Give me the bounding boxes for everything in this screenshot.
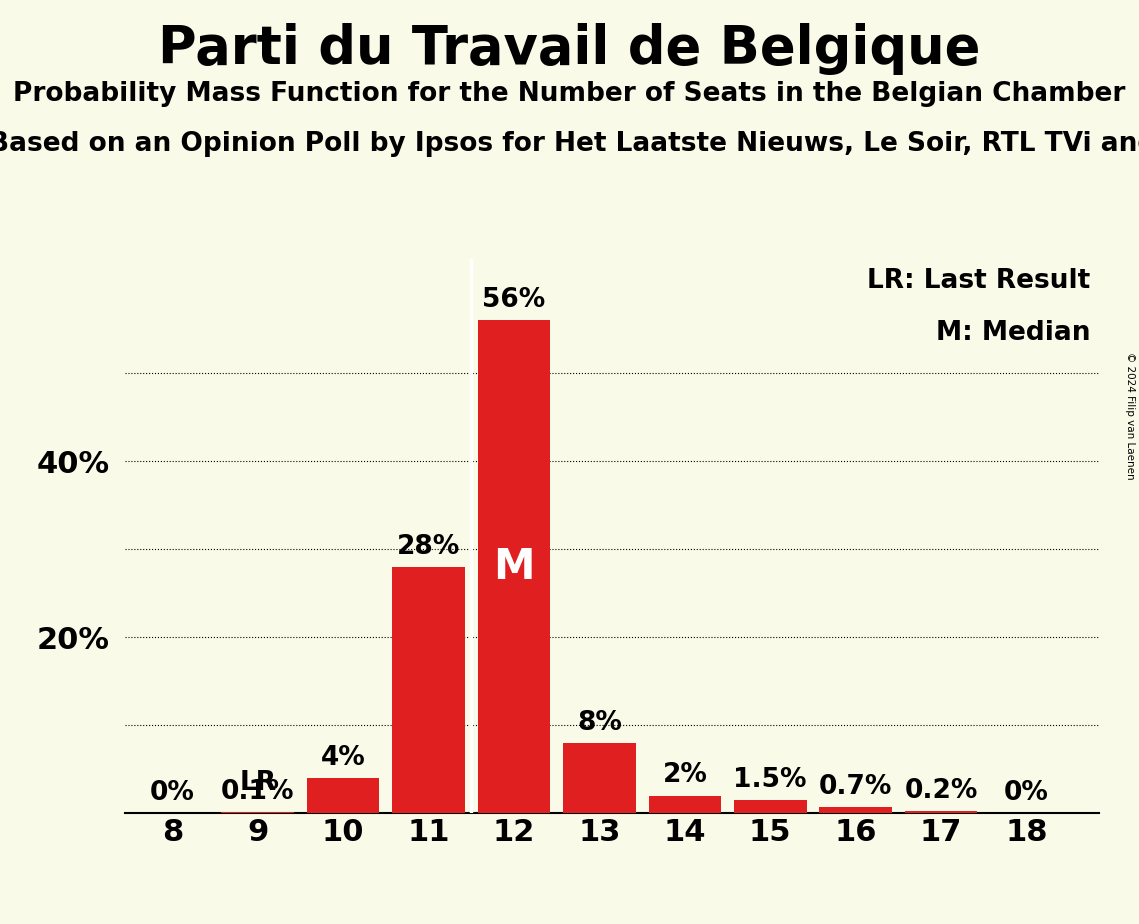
Text: 28%: 28% <box>396 534 460 560</box>
Text: 0.7%: 0.7% <box>819 774 892 800</box>
Text: Based on an Opinion Poll by Ipsos for Het Laatste Nieuws, Le Soir, RTL TVi and V: Based on an Opinion Poll by Ipsos for He… <box>0 131 1139 157</box>
Text: 1.5%: 1.5% <box>734 767 808 793</box>
Bar <box>904 811 977 813</box>
Bar <box>306 778 379 813</box>
Text: 4%: 4% <box>321 745 366 771</box>
Bar <box>648 796 721 813</box>
Text: 56%: 56% <box>482 287 546 313</box>
Text: 0%: 0% <box>150 780 195 806</box>
Text: LR: Last Result: LR: Last Result <box>867 268 1090 294</box>
Text: LR: LR <box>239 770 276 796</box>
Text: M: Median: M: Median <box>936 321 1090 346</box>
Text: Parti du Travail de Belgique: Parti du Travail de Belgique <box>158 23 981 75</box>
Text: M: M <box>493 546 534 588</box>
Text: 0%: 0% <box>1005 780 1049 806</box>
Bar <box>563 743 636 813</box>
Bar <box>819 807 892 813</box>
Text: 0.2%: 0.2% <box>904 778 977 804</box>
Text: 0.1%: 0.1% <box>221 779 295 805</box>
Bar <box>392 566 465 813</box>
Bar <box>477 321 550 813</box>
Bar <box>734 800 806 813</box>
Text: © 2024 Filip van Laenen: © 2024 Filip van Laenen <box>1125 352 1134 480</box>
Text: Probability Mass Function for the Number of Seats in the Belgian Chamber: Probability Mass Function for the Number… <box>14 81 1125 107</box>
Text: 8%: 8% <box>577 710 622 736</box>
Text: 2%: 2% <box>663 762 707 788</box>
